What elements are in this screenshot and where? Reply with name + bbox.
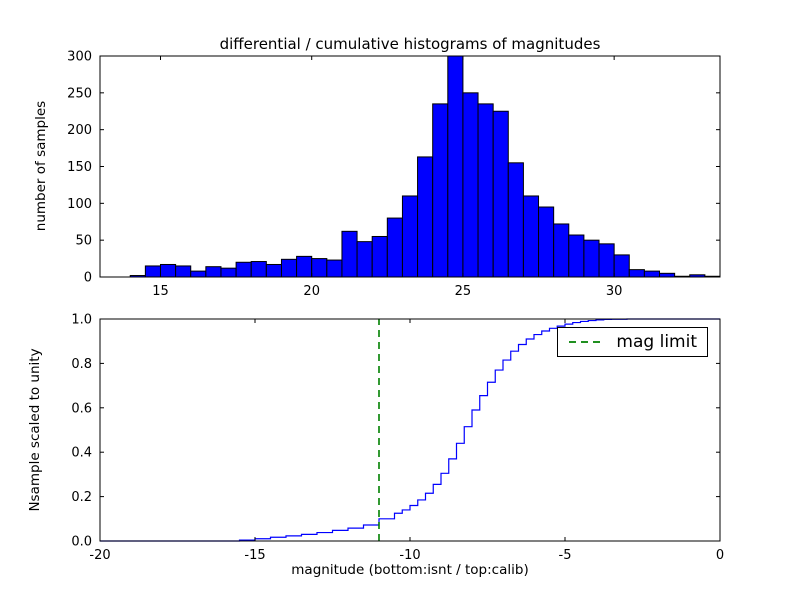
y-tick-label: 150 [67, 160, 92, 175]
histogram-bar [462, 92, 479, 278]
histogram-bar [265, 263, 282, 278]
legend: mag limit [557, 327, 708, 357]
cumulative-step-line [100, 318, 720, 542]
y-tick-label: 0.0 [71, 535, 92, 550]
y-tick-label: 0.8 [71, 357, 92, 372]
histogram-bar [643, 270, 661, 278]
histogram-bar [280, 258, 298, 278]
histogram-bar [538, 206, 555, 278]
y-tick-label: 100 [67, 197, 92, 212]
y-tick-label: 0.6 [71, 401, 92, 416]
histogram-bar [205, 266, 222, 278]
histogram-bar [371, 235, 388, 278]
histogram-bar [250, 261, 267, 278]
histogram-bar [235, 261, 252, 278]
histogram-bar [477, 103, 494, 278]
histogram-bar [220, 267, 237, 278]
legend-label: mag limit [616, 332, 697, 352]
histogram-bar [190, 270, 207, 278]
y-tick-label: 250 [67, 86, 92, 101]
histogram-bar [341, 230, 358, 278]
x-tick-label: 20 [303, 284, 320, 299]
histogram-bar [659, 272, 676, 278]
bottom-y-axis-label: Nsample scaled to unity [27, 348, 43, 512]
histogram-bar [326, 259, 343, 278]
x-tick-label: -20 [89, 548, 110, 563]
x-tick-label: 25 [455, 284, 472, 299]
histogram-bar [386, 217, 403, 278]
histogram-bar [492, 110, 509, 278]
histogram-bar [613, 254, 630, 278]
histogram-bars [129, 55, 721, 278]
histogram-bar [401, 195, 419, 278]
bottom-x-axis-label: magnitude (bottom:isnt / top:calib) [291, 562, 529, 578]
x-tick-label: 30 [606, 284, 623, 299]
y-tick-label: 300 [67, 50, 92, 65]
x-tick-label: -10 [399, 548, 420, 563]
top-plot-title: differential / cumulative histograms of … [219, 35, 601, 53]
x-tick-label: 0 [716, 548, 724, 563]
histogram-bar [522, 195, 540, 278]
histogram-bar [417, 156, 434, 278]
x-tick-label: -5 [559, 548, 572, 563]
top-y-axis-label: number of samples [33, 100, 49, 232]
y-tick-label: 200 [67, 123, 92, 138]
dashed-line-icon [569, 341, 606, 343]
histogram-bar [311, 258, 328, 278]
x-tick-label: -15 [244, 548, 265, 563]
y-tick-label: 0.2 [71, 490, 92, 505]
histogram-bar [432, 103, 449, 278]
histogram-bar [296, 255, 313, 278]
x-tick-label: 15 [152, 284, 169, 299]
y-tick-label: 0 [84, 271, 92, 286]
histogram-bar [159, 263, 177, 278]
histogram-bar [175, 265, 192, 278]
histogram-bar [598, 243, 615, 278]
y-tick-label: 50 [75, 234, 92, 249]
histogram-bar [628, 269, 645, 278]
histogram-bar [507, 162, 524, 278]
y-tick-label: 1.0 [71, 313, 92, 328]
histogram-bar [447, 55, 464, 278]
bottom-cumulative-plot: -20 -15 -10 -5 0 0.0 0.2 0.4 0.6 0.8 1.0 [71, 313, 724, 564]
histogram-bar [144, 265, 161, 278]
histogram-bar [356, 241, 373, 278]
histogram-bar [553, 223, 570, 278]
y-tick-label: 0.4 [71, 446, 92, 461]
histogram-bar [568, 234, 585, 278]
histogram-bar [583, 239, 600, 278]
